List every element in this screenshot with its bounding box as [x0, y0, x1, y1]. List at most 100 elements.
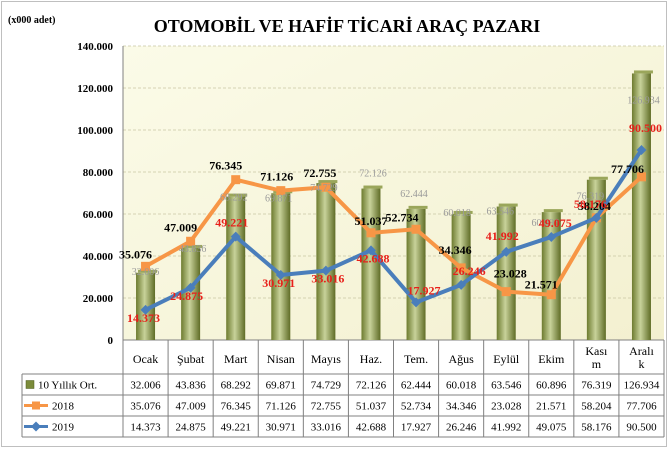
bar-series — [136, 70, 653, 340]
data-label-2018: 35.076 — [119, 247, 152, 261]
data-label-avg: 72.126 — [359, 169, 387, 180]
plot-area — [123, 46, 664, 340]
data-label-2018: 52.734 — [386, 210, 419, 224]
table-cell: 72.755 — [311, 401, 342, 413]
data-label-2019: 42.688 — [356, 251, 389, 265]
chart-svg: (x000 adet) OTOMOBİL VE HAFİF TİCARİ ARA… — [8, 15, 665, 438]
category-label: Nisan — [267, 352, 295, 366]
data-label-2019: 17.927 — [408, 283, 441, 297]
table-cell: 52.734 — [401, 401, 432, 413]
data-label-avg: 74.729 — [310, 183, 338, 194]
bar — [316, 183, 336, 340]
table-cell: 14.373 — [130, 422, 161, 434]
bar-top — [363, 185, 383, 189]
table-cell: 34.346 — [446, 401, 477, 413]
data-label-avg: 68.292 — [220, 193, 248, 204]
point-marker — [546, 231, 557, 242]
table-cell: 43.836 — [176, 380, 207, 392]
category-label: Ağus — [448, 352, 474, 366]
data-label-2018: 71.126 — [260, 170, 293, 184]
point-marker — [636, 172, 646, 182]
data-label-2018: 47.009 — [164, 220, 197, 234]
data-label-2018: 21.571 — [525, 278, 558, 292]
point-marker — [365, 245, 376, 256]
bar — [541, 212, 561, 340]
y-tick-label: 20.000 — [83, 293, 114, 305]
point-marker — [321, 182, 331, 192]
data-label-avg: 63.546 — [486, 207, 514, 218]
bar — [406, 208, 426, 340]
chart-unit-label: (x000 adet) — [8, 15, 56, 26]
point-marker — [366, 228, 376, 238]
legend-series-name: 10 Yıllık Ort. — [38, 380, 97, 392]
bar — [226, 196, 246, 340]
table-cell: 21.571 — [536, 401, 566, 413]
point-marker — [591, 212, 602, 223]
legend-swatch-bar — [25, 380, 35, 389]
data-label-2019: 33.016 — [311, 272, 344, 286]
table-cell: 76.319 — [581, 380, 612, 392]
category-label: Mart — [224, 352, 248, 366]
category-label: Tem. — [404, 352, 428, 366]
bar — [181, 247, 201, 340]
bar-top — [228, 193, 248, 197]
data-label-2018: 72.755 — [303, 166, 336, 180]
line-series — [140, 144, 647, 315]
bar-top — [318, 180, 338, 184]
table-cell: 126.934 — [624, 380, 660, 392]
legend-series-name: 2018 — [52, 401, 75, 413]
category-label: Haz. — [360, 352, 382, 366]
table-cell: 30.971 — [266, 422, 296, 434]
data-label-2018: 76.345 — [209, 159, 242, 173]
category-label: Ocak — [133, 352, 158, 366]
table-cell: 62.444 — [401, 380, 432, 392]
legend-swatch-marker — [32, 401, 40, 410]
data-label-2018: 58.204 — [578, 199, 611, 213]
category-label: Ekim — [538, 352, 565, 366]
category-label: Eylül — [493, 352, 520, 366]
y-tick-label: 40.000 — [83, 251, 114, 263]
bar — [271, 193, 291, 340]
table-cell: 23.028 — [491, 401, 522, 413]
data-label-2019: 30.971 — [262, 276, 295, 290]
data-label-2019: 49.075 — [539, 216, 572, 230]
data-labels: 32.006 43.836 68.292 69.871 74.729 72.126 62.4… — [119, 95, 662, 324]
series-line — [144, 175, 643, 297]
table-cell: 72.126 — [356, 380, 387, 392]
point-marker — [546, 290, 556, 300]
legend-swatch-marker — [31, 421, 41, 432]
point-marker — [501, 287, 511, 297]
table-cell: 41.992 — [491, 422, 521, 434]
table-cell: 49.221 — [221, 422, 251, 434]
table-cell: 90.500 — [626, 422, 657, 434]
point-marker — [411, 297, 422, 308]
table-cell: 68.292 — [221, 380, 251, 392]
bar-top — [183, 244, 203, 248]
bar — [631, 73, 651, 340]
point-marker — [456, 263, 466, 273]
category-label: Aralı k — [629, 344, 654, 371]
data-label-2019: 49.221 — [215, 216, 248, 230]
point-marker — [276, 186, 286, 196]
table-cell: 60.896 — [536, 380, 567, 392]
table-cell: 51.037 — [356, 401, 387, 413]
chart-title: OTOMOBİL VE HAFİF TİCARİ ARAÇ PAZARI — [154, 16, 541, 36]
table-cell: 69.871 — [266, 380, 296, 392]
point-marker — [140, 304, 151, 315]
data-label-2018: 51.037 — [354, 214, 387, 228]
point-marker — [186, 236, 196, 246]
category-label: Kası m — [585, 344, 608, 371]
point-marker — [636, 144, 647, 155]
category-label: Şubat — [177, 352, 205, 366]
table-cell: 74.729 — [311, 380, 342, 392]
table-cell: 17.927 — [401, 422, 432, 434]
data-table: Ocak Şubat Mart Nisan Mayıs Haz. Tem. Ağus Eylül… — [21, 340, 665, 438]
y-tick-label: 60.000 — [83, 209, 114, 221]
table-cell: 24.875 — [176, 422, 207, 434]
bar-top — [633, 70, 653, 74]
table-cell: 35.076 — [130, 401, 161, 413]
legend-series-name: 2019 — [52, 422, 75, 434]
y-tick-label: 100.000 — [77, 125, 113, 137]
table-cell: 58.176 — [581, 422, 612, 434]
bar-top — [543, 209, 563, 213]
